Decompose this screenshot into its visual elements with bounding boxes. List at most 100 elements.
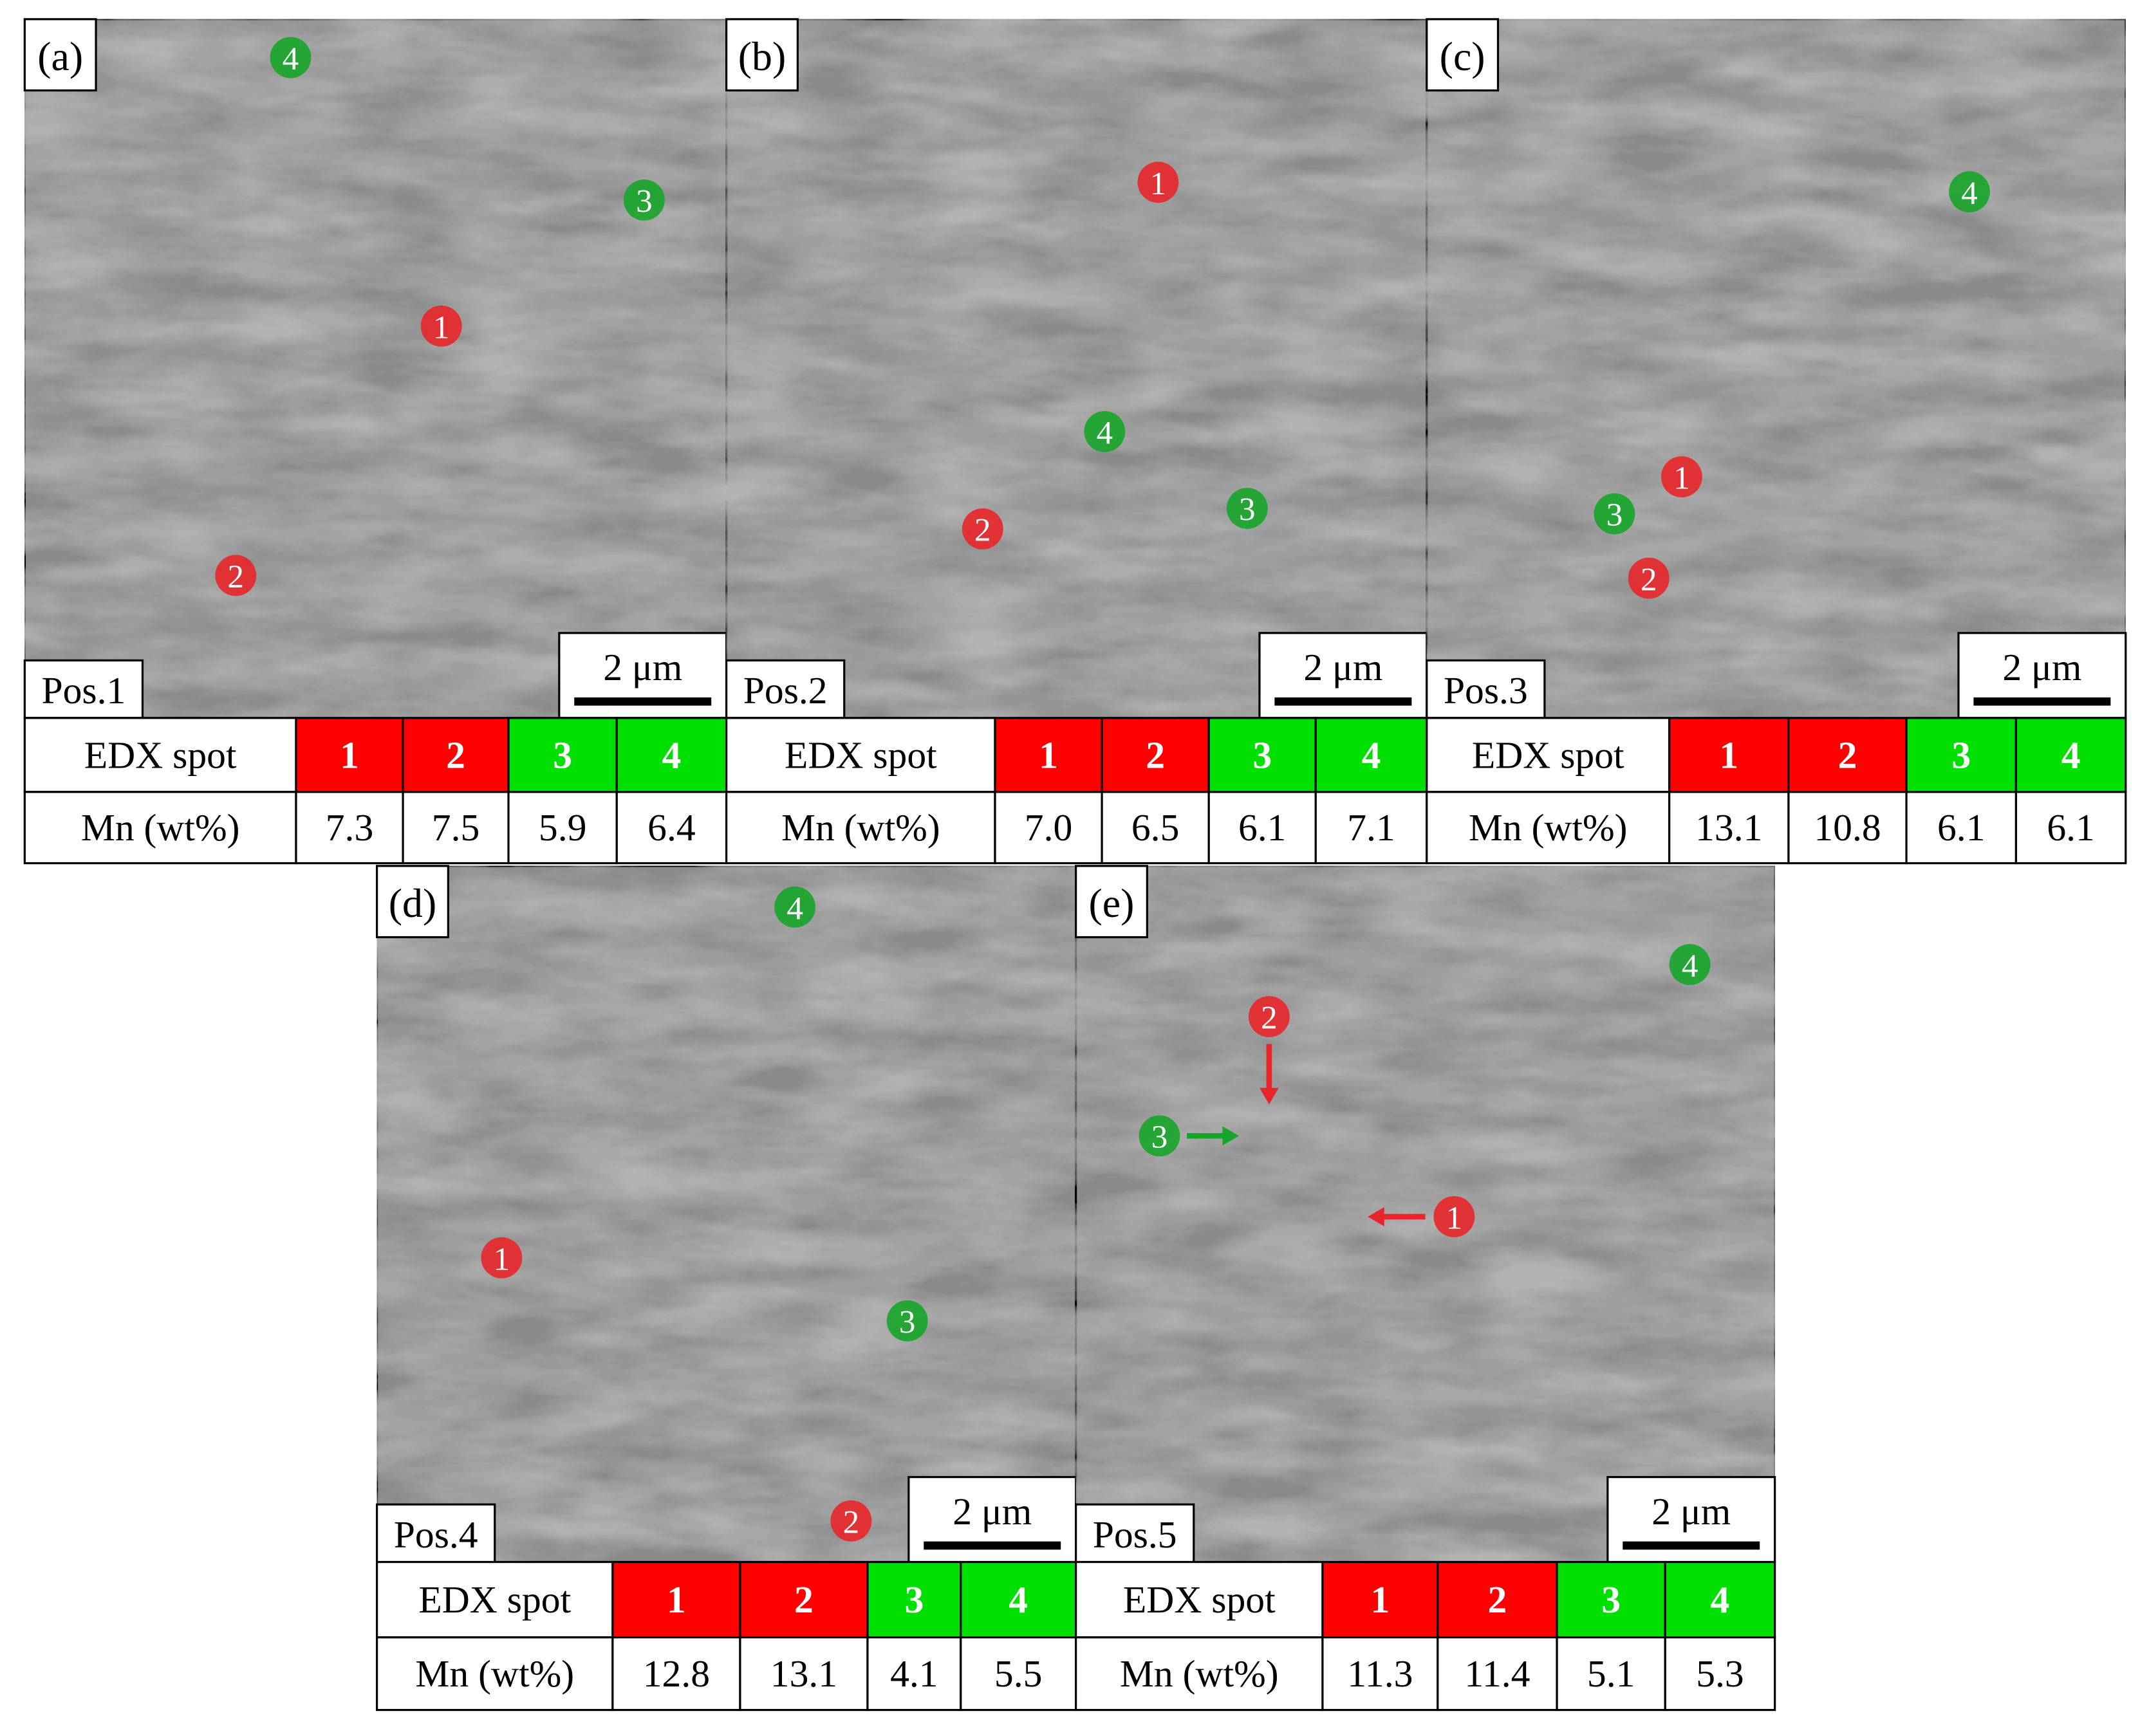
label-box xyxy=(23,18,97,92)
label-box xyxy=(1075,865,1148,939)
mn-value: 11.4 xyxy=(1464,1652,1530,1695)
spot-marker xyxy=(1669,944,1711,986)
spot-marker xyxy=(270,37,312,78)
mn-value: 7.5 xyxy=(432,806,480,849)
table-cell xyxy=(1905,791,2018,865)
spot-marker-label: 2 xyxy=(843,1504,860,1540)
table-cell xyxy=(725,717,996,793)
table-cell xyxy=(2014,791,2127,865)
spot-label: 1 xyxy=(1719,734,1738,776)
mn-value: 13.1 xyxy=(770,1652,837,1695)
position-label: Pos.2 xyxy=(743,669,828,712)
table-cell xyxy=(295,791,404,865)
spot-label: 2 xyxy=(1488,1578,1507,1621)
spot-marker-label: 1 xyxy=(494,1241,510,1277)
table-cell xyxy=(1314,791,1428,865)
spot-marker xyxy=(1084,411,1126,452)
scale-bar-label: 2 μm xyxy=(603,646,682,688)
spot-label: 1 xyxy=(1370,1578,1390,1621)
panel-label: (a) xyxy=(37,33,83,79)
spot-cell xyxy=(1437,1560,1558,1639)
scale-bar-label: 2 μm xyxy=(2002,646,2081,688)
spot-marker-label: 4 xyxy=(1682,948,1698,984)
panel-label: (b) xyxy=(738,33,786,79)
table-header: EDX spot xyxy=(84,734,237,776)
position-label: Pos.1 xyxy=(41,669,126,712)
spot-marker xyxy=(830,1500,872,1542)
spot-cell xyxy=(1905,717,2018,793)
spot-marker xyxy=(1949,171,1990,213)
spot-marker xyxy=(774,886,816,928)
table-cell xyxy=(23,791,297,865)
spot-marker xyxy=(1661,456,1702,497)
spot-marker xyxy=(623,179,665,221)
spot-cell xyxy=(960,1560,1077,1639)
spot-marker xyxy=(1433,1196,1475,1237)
table-header: EDX spot xyxy=(785,734,937,776)
spot-marker-label: 4 xyxy=(786,890,803,927)
mn-value: 13.1 xyxy=(1695,806,1762,849)
mn-value: 6.1 xyxy=(1238,806,1287,849)
table-cell xyxy=(23,717,297,793)
mn-value: 6.1 xyxy=(2047,806,2095,849)
spot-marker-label: 3 xyxy=(899,1304,916,1340)
label-box xyxy=(725,18,799,92)
table-cell xyxy=(725,791,996,865)
spot-cell xyxy=(611,1560,741,1639)
table-cell xyxy=(739,1636,869,1712)
table-cell xyxy=(1075,1560,1324,1639)
spot-marker-label: 4 xyxy=(1097,414,1113,451)
table-cell xyxy=(507,791,618,865)
table-row-label: Mn (wt%) xyxy=(81,806,240,849)
spot-marker xyxy=(420,305,462,347)
mn-value: 5.5 xyxy=(994,1652,1043,1695)
spot-cell xyxy=(1101,717,1210,793)
spot-marker-label: 2 xyxy=(974,512,991,549)
panel-label: (c) xyxy=(1440,33,1485,79)
spot-cell xyxy=(1321,1560,1439,1639)
arrow-head xyxy=(1368,1207,1384,1226)
label-box xyxy=(1426,18,1500,92)
spot-label: 3 xyxy=(1601,1578,1621,1621)
mn-value: 5.3 xyxy=(1696,1652,1744,1695)
mn-value: 5.9 xyxy=(539,806,587,849)
spot-label: 4 xyxy=(2061,734,2081,776)
spot-marker xyxy=(886,1300,928,1342)
spot-marker-label: 1 xyxy=(433,309,450,346)
mn-value: 7.1 xyxy=(1347,806,1395,849)
mn-value: 11.3 xyxy=(1347,1652,1413,1695)
spot-label: 2 xyxy=(794,1578,814,1621)
table-cell xyxy=(960,1636,1077,1712)
mn-value: 6.4 xyxy=(647,806,696,849)
table-row-label: Mn (wt%) xyxy=(1120,1652,1279,1695)
spot-marker-label: 3 xyxy=(1151,1119,1168,1156)
position-label: Pos.4 xyxy=(394,1513,478,1556)
spot-marker-label: 1 xyxy=(1446,1200,1463,1237)
table-cell xyxy=(1101,791,1210,865)
spot-label: 4 xyxy=(1711,1578,1730,1621)
spot-marker xyxy=(1628,557,1670,599)
spot-marker xyxy=(962,508,1003,549)
sem-image xyxy=(376,865,1077,1564)
table-cell xyxy=(1556,1636,1666,1712)
spot-cell xyxy=(1664,1560,1776,1639)
spot-label: 2 xyxy=(1838,734,1857,776)
spot-marker-label: 1 xyxy=(1150,165,1167,202)
spot-marker-label: 2 xyxy=(1261,1000,1278,1037)
spot-marker xyxy=(481,1237,523,1279)
spot-marker xyxy=(1594,493,1635,535)
mn-value: 7.0 xyxy=(1025,806,1073,849)
spot-marker-label: 3 xyxy=(1606,497,1623,533)
table-header: EDX spot xyxy=(418,1578,571,1621)
spot-marker-label: 4 xyxy=(1961,175,1978,212)
spot-cell xyxy=(1787,717,1908,793)
spot-label: 3 xyxy=(1252,734,1272,776)
mn-value: 6.5 xyxy=(1131,806,1180,849)
spot-marker xyxy=(215,555,257,596)
mn-value: 12.8 xyxy=(643,1652,710,1695)
label-box xyxy=(376,865,449,939)
position-box xyxy=(23,659,144,719)
mn-value: 10.8 xyxy=(1814,806,1881,849)
scale-bar-label: 2 μm xyxy=(1651,1490,1731,1533)
